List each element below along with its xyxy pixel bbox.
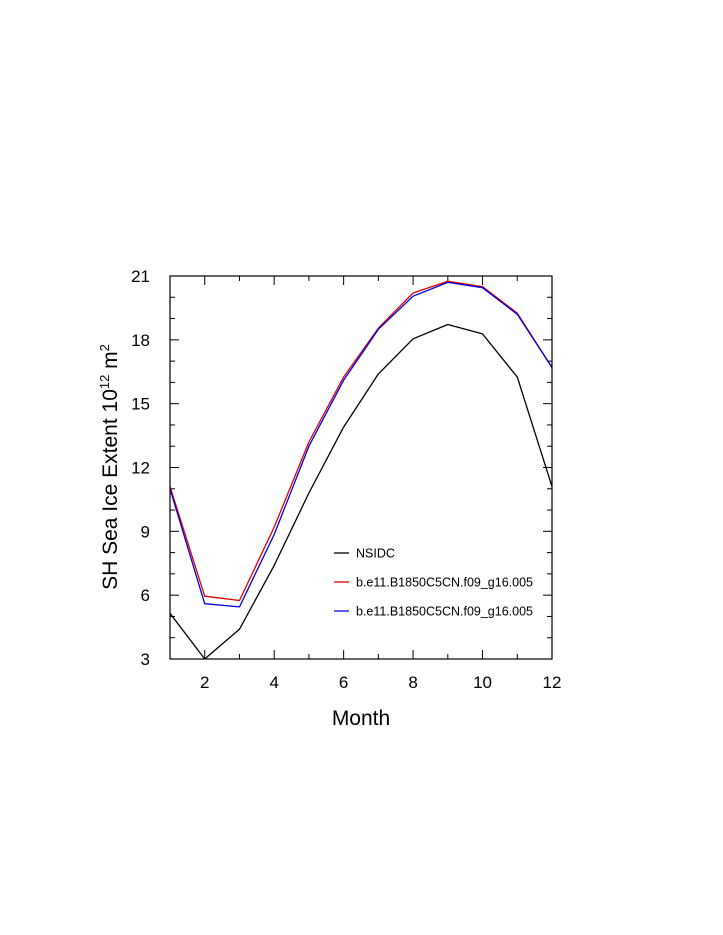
legend-label: b.e11.B1850C5CN.f09_g16.005 (356, 605, 533, 619)
series-line-2 (169, 281, 553, 608)
series-line-0 (169, 323, 553, 660)
y-axis-title-exponent: 12 (97, 375, 112, 389)
x-tick-label: 10 (473, 673, 492, 692)
y-axis-title-unit-exponent: 2 (97, 344, 112, 351)
x-tick-labels: 2 4 6 8 10 12 (200, 673, 561, 692)
y-tick-label: 18 (131, 331, 150, 350)
x-tick-label: 2 (200, 673, 209, 692)
y-tick-label: 12 (131, 459, 150, 478)
y-tick-label: 9 (141, 522, 150, 541)
x-tick-label: 4 (269, 673, 278, 692)
x-axis-title: Month (332, 707, 390, 730)
y-tick-labels: 3 6 9 12 15 18 21 (131, 267, 150, 669)
y-tick-label: 21 (131, 267, 150, 286)
legend-label: b.e11.B1850C5CN.f09_g16.005 (356, 576, 533, 590)
legend-label: NSIDC (356, 547, 395, 561)
y-axis-title-main: SH Sea Ice Extent 10 (99, 389, 122, 590)
plot-frame (169, 275, 553, 660)
x-tick-label: 8 (408, 673, 417, 692)
legend: NSIDC b.e11.B1850C5CN.f09_g16.005 b.e11.B1… (334, 547, 533, 619)
y-tick-label: 15 (131, 395, 150, 414)
series-line-1 (169, 280, 553, 602)
x-tick-label: 6 (339, 673, 348, 692)
x-tick-label: 12 (543, 673, 562, 692)
minor-ticks (169, 276, 552, 659)
major-ticks (170, 275, 553, 660)
series-lines (169, 280, 553, 660)
y-axis-title: SH Sea Ice Extent 1012 m2 (97, 344, 122, 590)
y-axis-title-unit: m (99, 351, 122, 374)
y-tick-label: 3 (141, 650, 150, 669)
y-tick-label: 6 (141, 586, 150, 605)
